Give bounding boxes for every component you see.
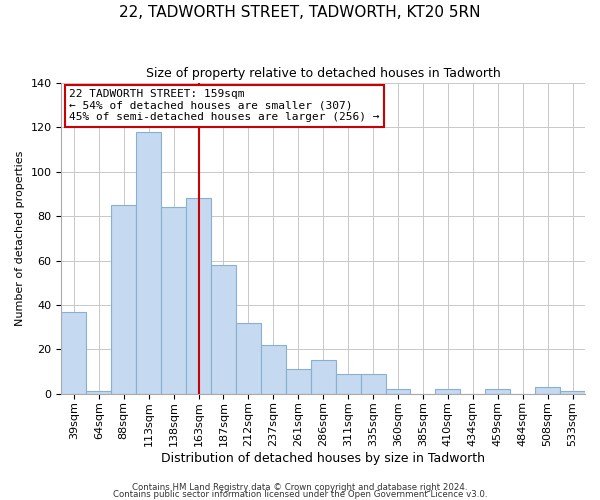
Title: Size of property relative to detached houses in Tadworth: Size of property relative to detached ho…: [146, 68, 500, 80]
Bar: [560, 392, 585, 394]
Bar: [286, 370, 311, 394]
Text: Contains public sector information licensed under the Open Government Licence v3: Contains public sector information licen…: [113, 490, 487, 499]
Text: 22 TADWORTH STREET: 159sqm
← 54% of detached houses are smaller (307)
45% of sem: 22 TADWORTH STREET: 159sqm ← 54% of deta…: [69, 90, 380, 122]
Text: Contains HM Land Registry data © Crown copyright and database right 2024.: Contains HM Land Registry data © Crown c…: [132, 484, 468, 492]
Bar: [535, 387, 560, 394]
Bar: [111, 205, 136, 394]
Bar: [261, 345, 286, 394]
Bar: [436, 389, 460, 394]
Bar: [86, 392, 111, 394]
Bar: [485, 389, 510, 394]
Bar: [335, 374, 361, 394]
Bar: [361, 374, 386, 394]
X-axis label: Distribution of detached houses by size in Tadworth: Distribution of detached houses by size …: [161, 452, 485, 465]
Bar: [186, 198, 211, 394]
Bar: [386, 389, 410, 394]
Bar: [211, 265, 236, 394]
Bar: [311, 360, 335, 394]
Text: 22, TADWORTH STREET, TADWORTH, KT20 5RN: 22, TADWORTH STREET, TADWORTH, KT20 5RN: [119, 5, 481, 20]
Bar: [61, 312, 86, 394]
Bar: [136, 132, 161, 394]
Bar: [161, 208, 186, 394]
Y-axis label: Number of detached properties: Number of detached properties: [15, 150, 25, 326]
Bar: [236, 322, 261, 394]
